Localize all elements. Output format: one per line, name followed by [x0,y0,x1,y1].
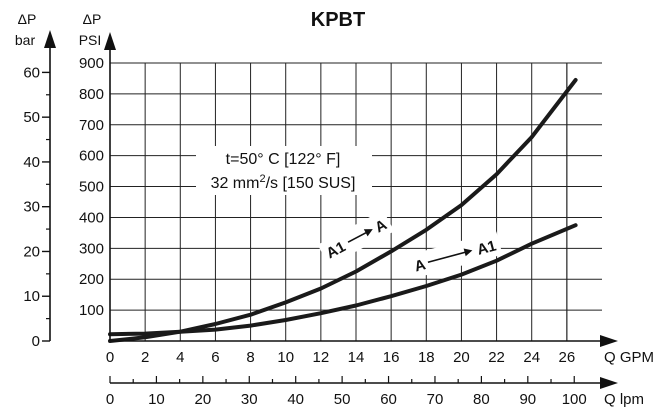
x-axis-secondary-tick-label: 100 [562,391,587,408]
x-axis-secondary-tick-label: 20 [195,391,212,408]
inner-axis-tick-label: 500 [79,179,104,196]
grid [110,62,602,341]
left-axis-unit: bar [15,32,36,48]
inner-axis-tick-label: 600 [79,148,104,165]
x-axis-secondary-tick-label: 10 [148,391,165,408]
x-axis-secondary-tick-label: 40 [287,391,304,408]
x-axis-arrow [600,335,618,347]
x-axis-tick-label: 8 [246,349,254,366]
x-axis-secondary-tick-label: 70 [427,391,444,408]
chart-title: KPBT [311,9,365,31]
conditions-line-2-suffix: /s [150 SUS] [266,175,356,192]
curve-label-a1-to-a-arrow-head [363,229,373,237]
labels: KPBT ΔP bar ΔP PSI t=50° C [122° F] 32 m… [15,9,654,408]
inner-axis-tick-label: 400 [79,209,104,226]
inner-axis-tick-label: 700 [79,117,104,134]
x-axis-tick-label: 18 [418,349,435,366]
curve-label-a1-to-a-arrow-shaft [347,231,368,243]
x-axis-secondary-tick-label: 80 [473,391,490,408]
x-axis-secondary-arrow [600,377,618,389]
x-axis-tick-label: 2 [141,349,149,366]
x-axis-label: Q GPM [604,349,654,366]
conditions-line-2-prefix: 32 mm [211,175,260,192]
left-axis-tick-label: 10 [23,288,40,305]
x-axis-tick-label: 20 [453,349,470,366]
left-axis-symbol: ΔP [18,11,37,27]
inner-axis-unit: PSI [79,32,102,48]
curve-label-a-to-a1-arrow-shaft [427,251,467,264]
inner-axis-tick-label: 100 [79,302,104,319]
left-axis-tick-label: 60 [23,64,40,81]
conditions-line-2: 32 mm2/s [150 SUS] [211,173,356,192]
axes [42,30,618,389]
x-axis-tick-label: 22 [488,349,505,366]
x-axis-tick-label: 10 [277,349,294,366]
left-axis-arrow [44,30,56,48]
left-axis-tick-label: 50 [23,109,40,126]
curve-label-a-to-a1: A A1 [407,231,503,279]
inner-axis-arrow [104,32,116,50]
left-axis-tick-label: 0 [32,333,40,350]
x-axis-secondary-tick-label: 90 [519,391,536,408]
inner-axis-tick-label: 800 [79,86,104,103]
x-axis-tick-label: 6 [211,349,219,366]
inner-axis-tick-label: 300 [79,240,104,257]
curve-label-a1-to-a: A1A [317,210,395,266]
x-axis-tick-label: 0 [106,349,114,366]
x-axis-tick-label: 4 [176,349,184,366]
x-axis-tick-label: 12 [313,349,330,366]
curve-label-a-to-a1-from: A [413,256,428,275]
left-axis-tick-label: 30 [23,199,40,216]
x-axis-secondary-tick-label: 50 [334,391,351,408]
curve-a-to-a1 [108,223,578,337]
x-axis-secondary-tick-label: 0 [106,391,114,408]
left-axis-tick-label: 20 [23,243,40,260]
x-axis-secondary-label: Q lpm [604,391,644,408]
curve-label-a-to-a1-arrow-head [463,248,473,257]
x-axis-secondary-tick-label: 30 [241,391,258,408]
curve-label-a-to-a1-to: A1 [475,237,498,258]
conditions-box [196,146,372,195]
x-axis-tick-label: 26 [559,349,576,366]
inner-axis-tick-label: 200 [79,271,104,288]
curves [108,78,578,343]
inner-axis-tick-label: 900 [79,55,104,72]
x-axis-tick-label: 24 [523,349,540,366]
x-axis-tick-label: 14 [348,349,365,366]
inner-axis-symbol: ΔP [83,11,102,27]
conditions-line-1: t=50° C [122° F] [226,151,341,168]
conditions-line-2-sup: 2 [259,173,265,185]
x-axis-secondary-tick-label: 60 [380,391,397,408]
x-axis-tick-label: 16 [383,349,400,366]
left-axis-tick-label: 40 [23,154,40,171]
